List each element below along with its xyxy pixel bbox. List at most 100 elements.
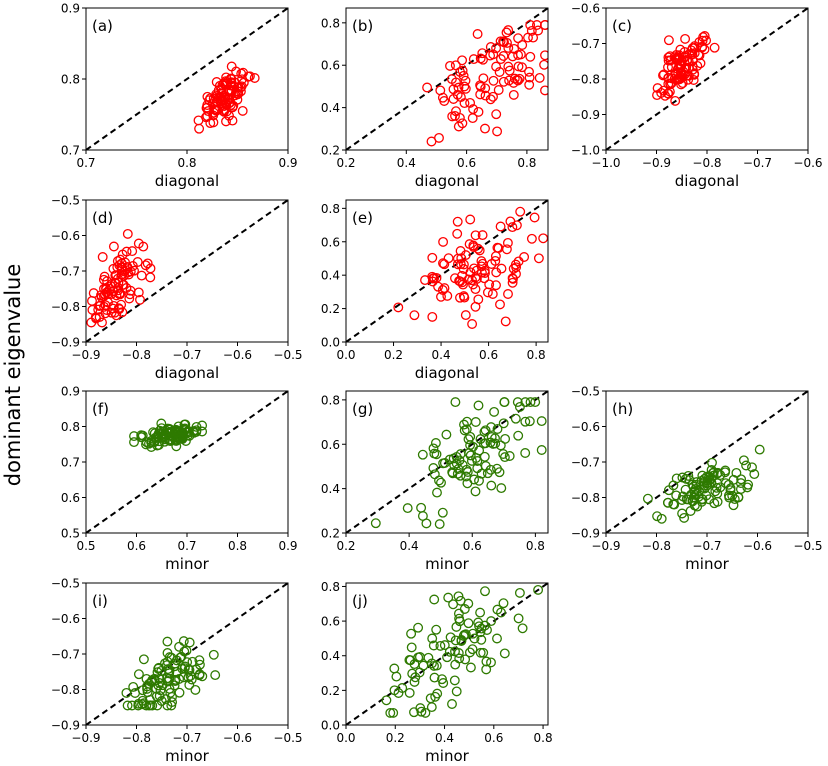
data-point [697, 494, 708, 505]
data-point [437, 507, 448, 518]
data-point [447, 699, 457, 709]
y-tick-label: 0.5 [61, 527, 80, 541]
data-point [665, 55, 676, 66]
data-point [492, 424, 503, 434]
data-point [429, 660, 439, 671]
data-point [517, 62, 527, 73]
data-point [670, 95, 681, 106]
y-tick-label: −0.6 [51, 612, 80, 626]
data-point [473, 106, 484, 117]
data-point [512, 397, 523, 408]
data-point [486, 422, 497, 433]
data-point [427, 633, 438, 644]
data-point [460, 654, 471, 665]
data-point [142, 258, 153, 269]
data-point [749, 469, 760, 480]
data-point [451, 106, 461, 117]
data-point [450, 635, 461, 646]
x-tick-label: 0.6 [457, 156, 476, 170]
data-point [455, 449, 466, 460]
data-point [127, 700, 137, 711]
data-point [439, 640, 450, 651]
data-point [458, 70, 469, 81]
data-point [475, 607, 486, 618]
y-tick-label: −0.8 [51, 683, 80, 697]
data-point [475, 53, 486, 64]
data-point [111, 310, 122, 321]
data-point [474, 621, 485, 632]
data-point [536, 445, 547, 455]
y-tick-label: 0.4 [321, 101, 340, 115]
data-point [476, 256, 487, 267]
data-point [454, 653, 465, 664]
data-point [94, 312, 105, 323]
data-point [511, 220, 522, 231]
data-point [665, 78, 676, 89]
data-point [452, 228, 463, 239]
data-point [454, 275, 465, 286]
data-point [467, 319, 478, 329]
data-point [480, 83, 491, 94]
data-point [709, 42, 720, 53]
panel-label: (b) [352, 17, 373, 35]
data-point [114, 304, 125, 315]
data-point [224, 110, 234, 121]
data-point [429, 469, 440, 480]
x-axis-label: diagonal [155, 364, 219, 382]
scatter-panel: 0.5 0.6 0.7 0.8 0.9 0.5 0.6 0.7 0.8 0.9 (f) minor [61, 385, 298, 574]
data-point [495, 299, 505, 310]
data-point [385, 707, 396, 718]
data-point [642, 493, 653, 504]
data-point [468, 240, 479, 251]
data-point [459, 604, 470, 614]
data-point [470, 417, 481, 427]
data-point [450, 646, 460, 657]
scatter-panel: −0.9 −0.8 −0.7 −0.6 −0.5 −0.9 −0.8 −0.7 −0.6 −0.5… [51, 577, 303, 766]
data-point [458, 291, 469, 302]
data-point [178, 636, 189, 647]
x-tick-label: −0.7 [172, 348, 201, 362]
scatter-panel: −0.9 −0.8 −0.7 −0.6 −0.5 −0.9 −0.8 −0.7 −0.6 −0.5… [571, 385, 823, 574]
data-point [463, 434, 474, 445]
data-point [707, 457, 717, 468]
data-point [144, 678, 155, 689]
data-point [747, 462, 757, 473]
data-point [698, 477, 709, 488]
data-point [508, 263, 519, 274]
y-tick-label: 0.9 [61, 2, 80, 16]
x-axis-label: diagonal [675, 172, 739, 190]
data-point [540, 20, 548, 30]
panel-label: (f) [92, 400, 109, 418]
data-point [496, 607, 506, 618]
data-point [460, 310, 471, 321]
axes-frame [345, 7, 549, 151]
data-point [475, 627, 486, 638]
data-points [642, 444, 765, 524]
data-point [736, 474, 747, 485]
data-point [728, 500, 739, 511]
data-point [112, 273, 123, 284]
data-point [163, 664, 173, 675]
data-point [417, 449, 428, 460]
x-tick-label: −0.8 [692, 156, 721, 170]
data-point [162, 648, 173, 658]
y-tick-label: 0.8 [321, 202, 340, 216]
data-points [422, 20, 548, 147]
x-axis-label: diagonal [415, 364, 479, 382]
data-point [127, 246, 138, 257]
data-point [479, 426, 490, 437]
data-point [133, 700, 144, 711]
data-point [475, 81, 486, 92]
data-point [87, 304, 98, 315]
data-point [178, 672, 189, 683]
data-point [696, 475, 707, 486]
data-point [515, 206, 526, 217]
data-point [428, 640, 439, 651]
data-point [658, 85, 669, 96]
data-point [507, 277, 518, 288]
data-point [534, 72, 545, 83]
data-point [457, 55, 468, 66]
data-point [495, 221, 506, 232]
data-point [473, 294, 484, 305]
data-point [690, 483, 701, 494]
